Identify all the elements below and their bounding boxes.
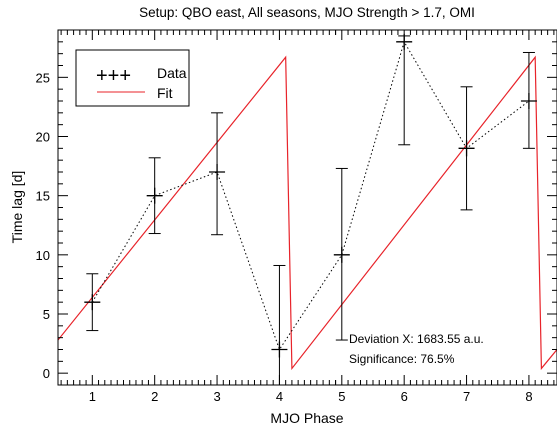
x-tick-label: 7: [463, 389, 470, 404]
y-axis-label: Time lag [d]: [9, 171, 25, 244]
y-tick-label: 0: [43, 366, 50, 381]
y-tick-label: 20: [36, 130, 50, 145]
chart-title: Setup: QBO east, All seasons, MJO Streng…: [139, 5, 475, 20]
y-tick-label: 10: [36, 248, 50, 263]
y-tick-label: 5: [43, 307, 50, 322]
x-tick-label: 8: [525, 389, 532, 404]
fit-line: [58, 55, 557, 371]
x-tick-label: 3: [213, 389, 220, 404]
x-axis-label: MJO Phase: [270, 410, 343, 426]
legend-fit-label: Fit: [157, 85, 173, 101]
x-tick-label: 2: [151, 389, 158, 404]
legend-data-label: Data: [157, 65, 187, 81]
legend-box: [75, 49, 190, 107]
legend: +++ Data Fit: [75, 49, 190, 107]
y-tick-label: 15: [36, 189, 50, 204]
x-tick-label: 4: [276, 389, 283, 404]
annotation-significance: Significance: 76.5%: [349, 352, 455, 366]
x-tick-label: 6: [401, 389, 408, 404]
legend-data-symbol: +++: [96, 65, 131, 87]
data-line: [91, 40, 530, 351]
annotation-deviation: Deviation X: 1683.55 a.u.: [349, 332, 484, 346]
y-tick-label: 25: [36, 70, 50, 85]
x-tick-label: 1: [89, 389, 96, 404]
x-tick-label: 5: [338, 389, 345, 404]
